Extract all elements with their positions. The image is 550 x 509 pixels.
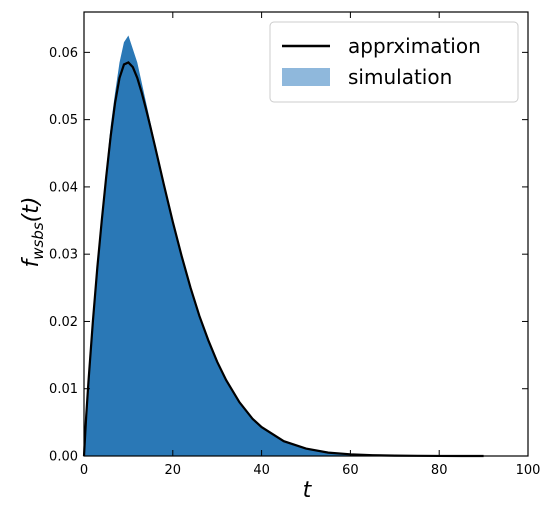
- y-axis-label: fwsbs(t): [19, 197, 47, 268]
- x-tick-label: 40: [253, 463, 270, 478]
- approximation-line: [82, 61, 484, 458]
- y-axis-label-main: f: [19, 256, 44, 267]
- y-tick-label: 0.01: [49, 382, 78, 397]
- legend-frame: [269, 21, 519, 103]
- legend: apprximation simulation: [269, 21, 519, 103]
- x-tick-label: 0: [80, 463, 88, 478]
- x-tick-label: 20: [165, 463, 182, 478]
- plot-area: [82, 35, 484, 458]
- simulation-histogram: [84, 35, 484, 457]
- legend-approximation-label: apprximation: [348, 34, 481, 58]
- y-tick-label: 0.04: [49, 180, 78, 195]
- y-tick-label: 0.00: [49, 450, 78, 465]
- y-axis: 0.00 0.01 0.02 0.03 0.04 0.05 0.06: [49, 46, 528, 465]
- x-tick-label: 60: [342, 463, 359, 478]
- y-axis-label-subscript: wsbs: [29, 222, 47, 260]
- x-axis: 0 20 40 60 80 100: [80, 12, 541, 478]
- x-tick-label: 100: [516, 463, 541, 478]
- plot-frame: [83, 11, 529, 457]
- legend-simulation-label: simulation: [348, 65, 452, 89]
- y-tick-label: 0.06: [49, 46, 78, 61]
- x-axis-label: t: [303, 478, 313, 503]
- y-axis-label-suffix: (t): [19, 197, 44, 223]
- legend-simulation-swatch: [282, 68, 330, 86]
- x-tick-label: 80: [431, 463, 448, 478]
- y-tick-label: 0.02: [49, 315, 78, 330]
- y-tick-label: 0.05: [49, 113, 78, 128]
- y-tick-label: 0.03: [49, 248, 78, 263]
